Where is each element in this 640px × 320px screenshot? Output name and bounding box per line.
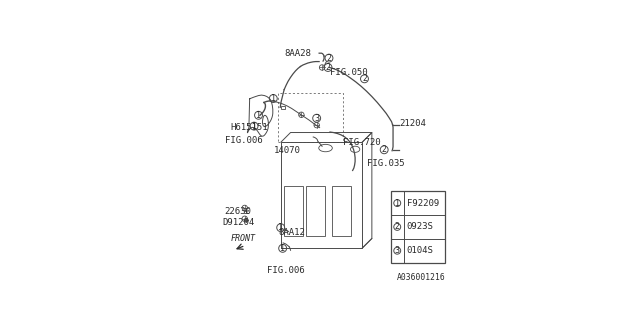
Bar	[307, 186, 325, 236]
Text: 21204: 21204	[399, 119, 426, 128]
Text: 2: 2	[362, 74, 367, 83]
Text: 1: 1	[271, 94, 276, 103]
Text: FIG.006: FIG.006	[268, 266, 305, 275]
Text: 1: 1	[395, 199, 400, 208]
Text: 0923S: 0923S	[406, 222, 433, 231]
Text: 3: 3	[314, 114, 319, 123]
Text: FIG.006: FIG.006	[225, 136, 262, 145]
Bar	[281, 106, 285, 108]
Text: FIG.050: FIG.050	[330, 68, 367, 77]
Bar	[284, 186, 303, 236]
Text: 1: 1	[252, 122, 257, 131]
Text: 8AA28: 8AA28	[284, 49, 311, 58]
Text: FIG.720: FIG.720	[343, 138, 381, 147]
Text: 2: 2	[395, 222, 400, 231]
Text: 2: 2	[326, 54, 332, 63]
Text: 8AA12: 8AA12	[278, 228, 305, 237]
Text: FRONT: FRONT	[230, 234, 255, 243]
Text: 2: 2	[381, 145, 387, 154]
Text: 22630: 22630	[225, 207, 252, 216]
Text: 2: 2	[326, 63, 330, 72]
Text: 0104S: 0104S	[406, 246, 433, 255]
Text: 14070: 14070	[273, 146, 300, 155]
Bar	[391, 191, 445, 263]
Text: 1: 1	[280, 244, 285, 253]
Text: 1: 1	[278, 223, 283, 232]
Text: 3: 3	[395, 246, 400, 255]
Bar	[332, 186, 351, 236]
Text: 1: 1	[256, 111, 261, 120]
Text: H615151: H615151	[230, 123, 268, 132]
Text: F92209: F92209	[406, 199, 439, 208]
Text: A036001216: A036001216	[397, 273, 446, 283]
Text: D91204: D91204	[222, 218, 254, 227]
Text: FIG.035: FIG.035	[367, 159, 405, 168]
